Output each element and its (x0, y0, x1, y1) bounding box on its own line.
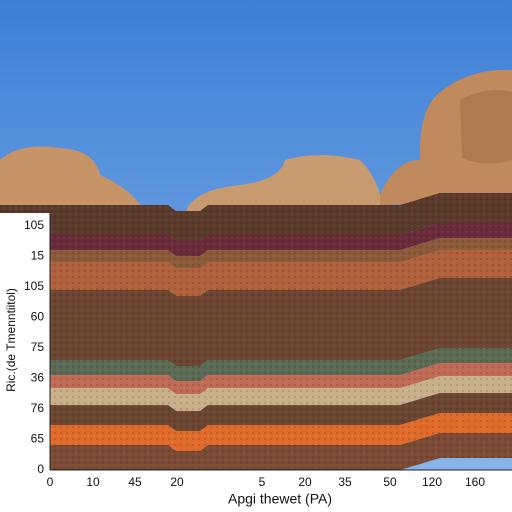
rocks (0, 69, 512, 220)
stratum-texture (0, 376, 512, 411)
x-tick-label: 50 (383, 475, 397, 489)
y-axis-label: Ric.(de Tmenntiitol) (4, 288, 18, 392)
x-tick-label: 5 (259, 475, 266, 489)
stratum-texture (0, 433, 512, 476)
stratum-texture (0, 393, 512, 431)
y-tick-label: 76 (31, 401, 45, 415)
y-tick-label: 105 (24, 218, 44, 232)
y-tick-label: 65 (31, 432, 45, 446)
stratum-texture (0, 193, 512, 241)
y-tick-label: 15 (31, 249, 45, 263)
axis-panel (0, 470, 512, 512)
x-tick-label: 45 (128, 475, 142, 489)
x-tick-label: 160 (465, 475, 485, 489)
x-tick-label: 35 (338, 475, 352, 489)
y-tick-label: 60 (31, 310, 45, 324)
x-tick-label: 120 (422, 475, 442, 489)
axis-panel (0, 213, 50, 512)
stratum-texture (0, 413, 512, 451)
x-tick-label: 20 (298, 475, 312, 489)
x-tick-label: 20 (170, 475, 184, 489)
strata (0, 193, 512, 476)
x-tick-label: 0 (47, 475, 54, 489)
stratum-texture (0, 348, 512, 381)
stratum-texture (0, 278, 512, 366)
stratum-texture (0, 223, 512, 256)
stratum-texture (0, 363, 512, 394)
y-tick-label: 36 (31, 371, 45, 385)
stratum-texture (0, 250, 512, 296)
y-tick-label: 0 (37, 462, 44, 476)
x-axis-label: Apgi thewet (PA) (228, 491, 332, 507)
y-tick-label: 75 (31, 340, 45, 354)
y-tick-label: 105 (24, 279, 44, 293)
stratum-texture (0, 238, 512, 268)
x-tick-label: 10 (86, 475, 100, 489)
